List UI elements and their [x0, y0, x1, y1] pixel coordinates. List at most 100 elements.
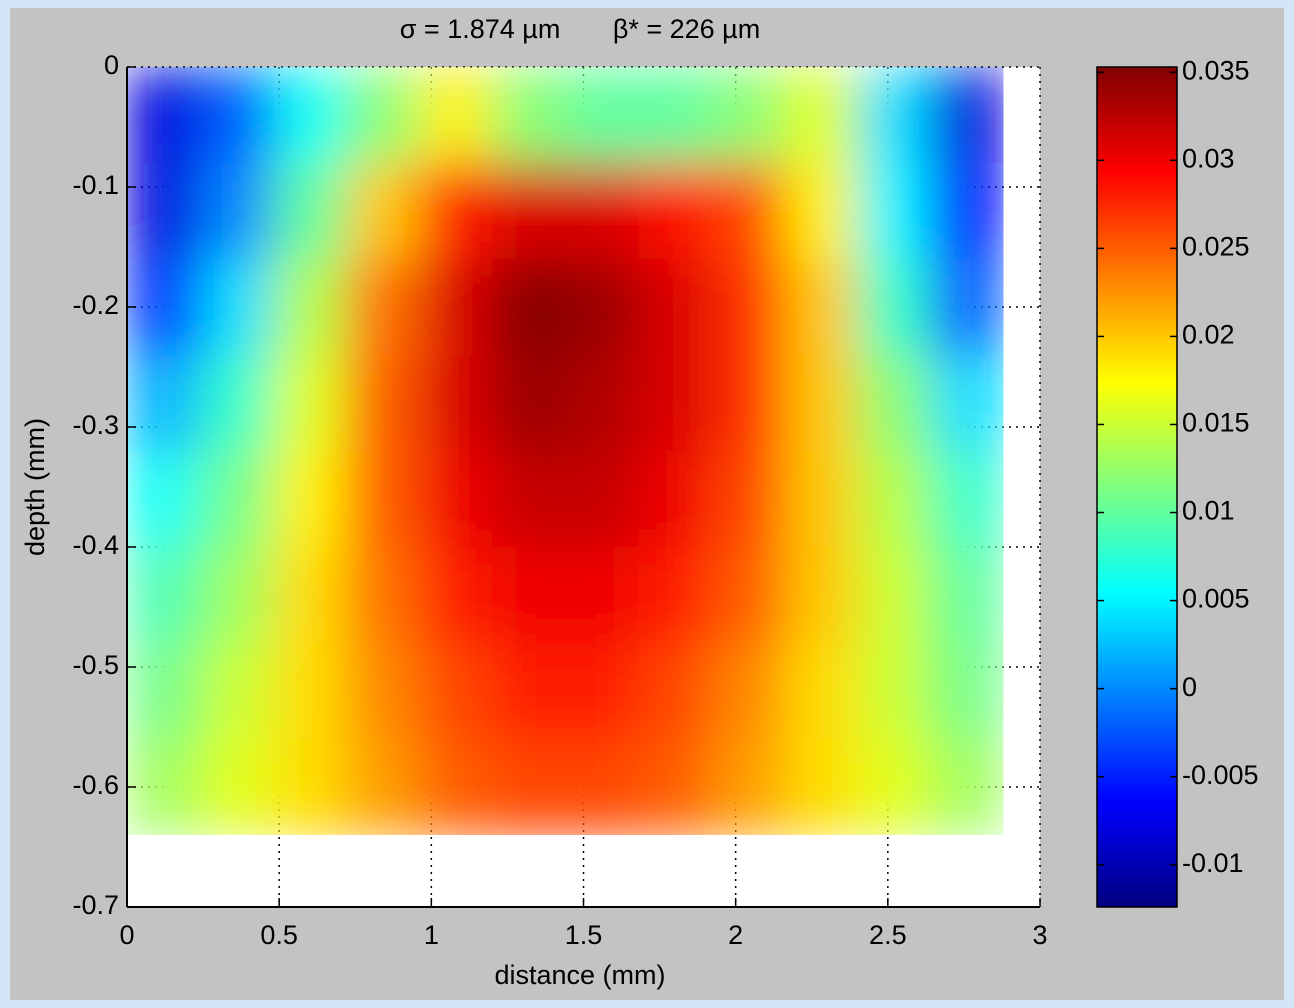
x-tick-label: 1 — [424, 920, 439, 950]
heat-cell — [346, 547, 420, 644]
heat-cell — [930, 355, 1004, 452]
axes: 0 0.5 1 1.5 2 2.5 3 0 -0.1 -0.2 -0.3 -0.4 -0.5 -0.6 -0… — [72, 50, 1047, 950]
heat-cell — [857, 451, 931, 548]
heat-cell — [127, 355, 201, 452]
heat-cell — [711, 451, 785, 548]
y-tick-label: 0 — [104, 50, 119, 80]
x-tick-label: 0.5 — [260, 920, 298, 950]
heat-cell — [784, 739, 858, 835]
heat-cell — [492, 259, 566, 356]
heat-cell — [711, 67, 785, 164]
heat-cell — [711, 547, 785, 644]
field-clip — [127, 67, 1004, 835]
x-tick-label: 3 — [1032, 920, 1047, 950]
heat-cell — [419, 259, 493, 356]
heat-cell — [419, 643, 493, 740]
field — [127, 67, 1004, 835]
x-tick-label: 1.5 — [565, 920, 603, 950]
colorbar-tick-label: 0.015 — [1182, 408, 1250, 438]
heat-cell — [711, 163, 785, 260]
heat-cell — [857, 643, 931, 740]
heat-cell — [492, 67, 566, 164]
x-tick-label: 2.5 — [869, 920, 907, 950]
heat-cell — [419, 451, 493, 548]
y-tick-label: -0.3 — [72, 410, 119, 440]
heat-cell — [638, 739, 712, 835]
heat-cell — [565, 451, 639, 548]
y-tick-label: -0.4 — [72, 530, 119, 560]
heat-cell — [638, 451, 712, 548]
heat-cell — [930, 451, 1004, 548]
colorbar-tick-label: 0.02 — [1182, 320, 1235, 350]
heat-cell — [784, 547, 858, 644]
heat-cell — [346, 643, 420, 740]
heat-cell — [492, 547, 566, 644]
colorbar-tick-label: 0.03 — [1182, 143, 1235, 173]
heat-cell — [200, 643, 274, 740]
colorbar-tick-label: -0.005 — [1182, 760, 1259, 790]
heat-cell — [638, 259, 712, 356]
heat-cell — [127, 739, 201, 835]
heat-cell — [565, 643, 639, 740]
colorbar — [1096, 66, 1178, 908]
y-tick-label: -0.5 — [72, 650, 119, 680]
heat-cell — [784, 643, 858, 740]
chart-title: σ = 1.874 µm β* = 226 µm — [400, 14, 760, 44]
heat-cell — [930, 67, 1004, 164]
colorbar-tick-label: 0.005 — [1182, 584, 1250, 614]
heat-cell — [784, 163, 858, 260]
heat-cell — [711, 643, 785, 740]
heat-cell — [346, 163, 420, 260]
heat-cell — [492, 163, 566, 260]
heat-cell — [930, 739, 1004, 835]
heat-cell — [127, 643, 201, 740]
heat-cell — [200, 355, 274, 452]
heat-cell — [273, 355, 347, 452]
heat-cell — [857, 67, 931, 164]
heat-cell — [784, 259, 858, 356]
heat-cell — [273, 739, 347, 835]
heat-cell — [711, 739, 785, 835]
heat-cell — [419, 67, 493, 164]
heat-cell — [492, 739, 566, 835]
heat-cell — [784, 67, 858, 164]
heat-cell — [857, 547, 931, 644]
heat-cell — [784, 451, 858, 548]
heat-cell — [273, 163, 347, 260]
heat-cell — [346, 67, 420, 164]
colorbar-tick-label: 0.025 — [1182, 232, 1250, 262]
colorbar-ticks: 0.035 0.03 0.025 0.02 0.015 0.01 0.005 0 -0.005 -… — [1097, 55, 1259, 878]
heat-cell — [346, 451, 420, 548]
heat-cell — [565, 547, 639, 644]
heat-cell — [273, 547, 347, 644]
heat-cell — [273, 451, 347, 548]
colorbar-tick-label: 0 — [1182, 672, 1197, 702]
heat-cell — [127, 67, 201, 164]
heat-cell — [638, 643, 712, 740]
heat-cell — [565, 739, 639, 835]
heat-cell — [565, 67, 639, 164]
heat-cell — [930, 163, 1004, 260]
heat-cell — [857, 163, 931, 260]
heat-cell — [711, 259, 785, 356]
y-tick-label: -0.7 — [72, 890, 119, 920]
heat-cell — [565, 355, 639, 452]
heat-cell — [784, 355, 858, 452]
heat-cell — [857, 355, 931, 452]
y-axis-label: depth (mm) — [20, 418, 50, 556]
heat-cell — [419, 739, 493, 835]
heat-cell — [492, 355, 566, 452]
heat-cell — [200, 547, 274, 644]
heat-cell — [565, 163, 639, 260]
heat-cell — [273, 67, 347, 164]
heat-cell — [200, 451, 274, 548]
heat-cell — [346, 355, 420, 452]
heat-cell — [127, 547, 201, 644]
y-tick-label: -0.1 — [72, 170, 119, 200]
heat-cell — [930, 643, 1004, 740]
heat-cell — [492, 643, 566, 740]
heat-cell — [638, 163, 712, 260]
heat-cell — [638, 355, 712, 452]
